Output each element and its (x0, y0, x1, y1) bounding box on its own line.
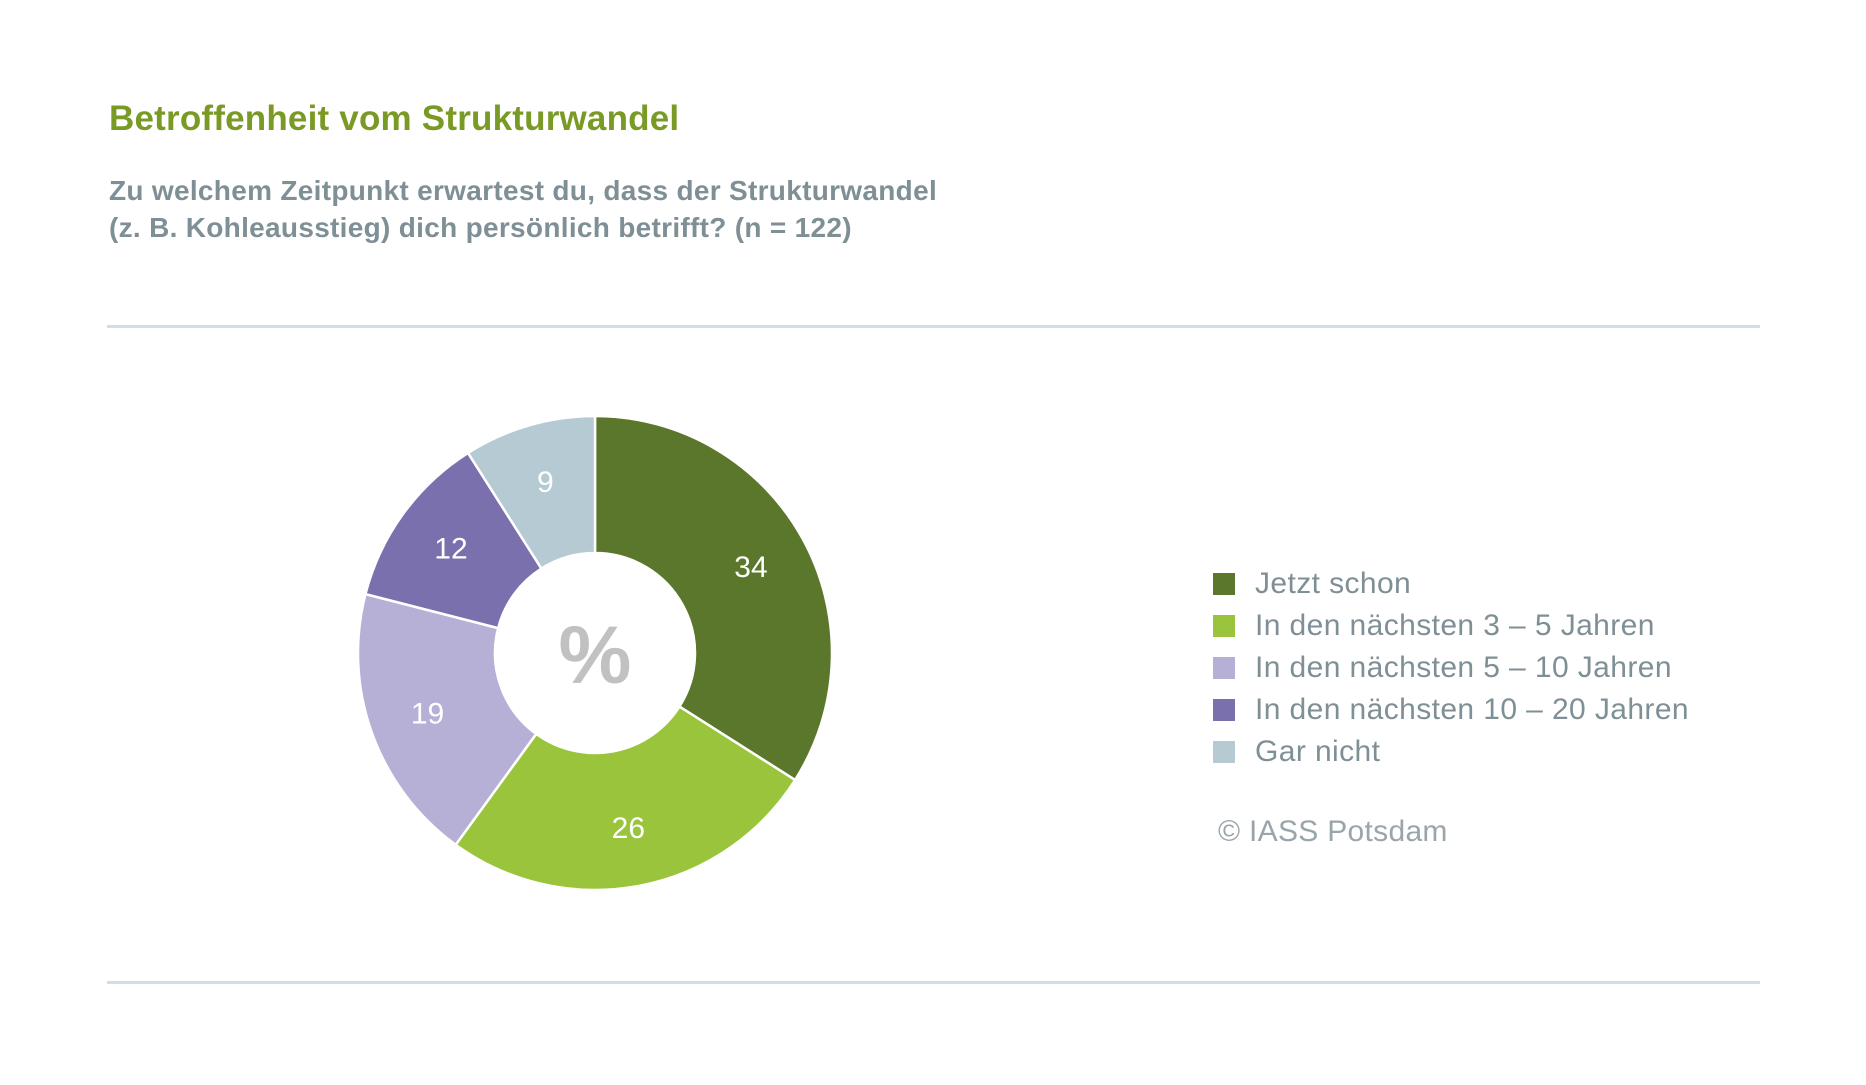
legend-label: Gar nicht (1255, 735, 1381, 768)
legend-swatch (1213, 573, 1235, 595)
legend-swatch (1213, 699, 1235, 721)
donut-slices (356, 414, 834, 892)
legend-swatch (1213, 657, 1235, 679)
donut-slice-labels: 34 26 19 12 9 (411, 466, 768, 845)
donut-slice-1 (593, 414, 834, 782)
donut-slice-5 (466, 414, 597, 571)
copyright-notice: © IASS Potsdam (1218, 815, 1448, 848)
legend-item-5-10-jahre: In den nächsten 5 – 10 Jahren (1213, 647, 1689, 689)
donut-chart: 34 26 19 12 9 % (356, 414, 834, 892)
donut-slice-2 (453, 704, 797, 892)
donut-slice-label-1: 34 (734, 551, 767, 584)
donut-slice-label-5: 9 (537, 466, 554, 499)
donut-slice-3 (356, 592, 538, 847)
donut-center-label: % (559, 610, 632, 701)
legend-item-10-20-jahre: In den nächsten 10 – 20 Jahren (1213, 689, 1689, 731)
top-divider (107, 325, 1760, 328)
legend-label: In den nächsten 10 – 20 Jahren (1255, 693, 1689, 726)
legend-label: In den nächsten 5 – 10 Jahren (1255, 651, 1672, 684)
legend-item-3-5-jahre: In den nächsten 3 – 5 Jahren (1213, 605, 1689, 647)
bottom-divider (107, 981, 1760, 984)
subtitle-line-2: (z. B. Kohleausstieg) dich persönlich be… (109, 212, 852, 243)
legend-item-jetzt-schon: Jetzt schon (1213, 563, 1689, 605)
subtitle-line-1: Zu welchem Zeitpunkt erwartest du, dass … (109, 175, 938, 206)
donut-slice-label-4: 12 (434, 532, 467, 565)
donut-slice-label-2: 26 (612, 812, 645, 845)
chart-legend: Jetzt schon In den nächsten 3 – 5 Jahren… (1213, 563, 1689, 773)
legend-label: In den nächsten 3 – 5 Jahren (1255, 609, 1655, 642)
donut-slice-label-3: 19 (411, 697, 444, 730)
legend-swatch (1213, 615, 1235, 637)
chart-title: Betroffenheit vom Strukturwandel (109, 99, 680, 138)
chart-subtitle: Zu welchem Zeitpunkt erwartest du, dass … (109, 172, 937, 246)
legend-label: Jetzt schon (1255, 567, 1412, 600)
legend-swatch (1213, 741, 1235, 763)
legend-item-gar-nicht: Gar nicht (1213, 731, 1689, 773)
